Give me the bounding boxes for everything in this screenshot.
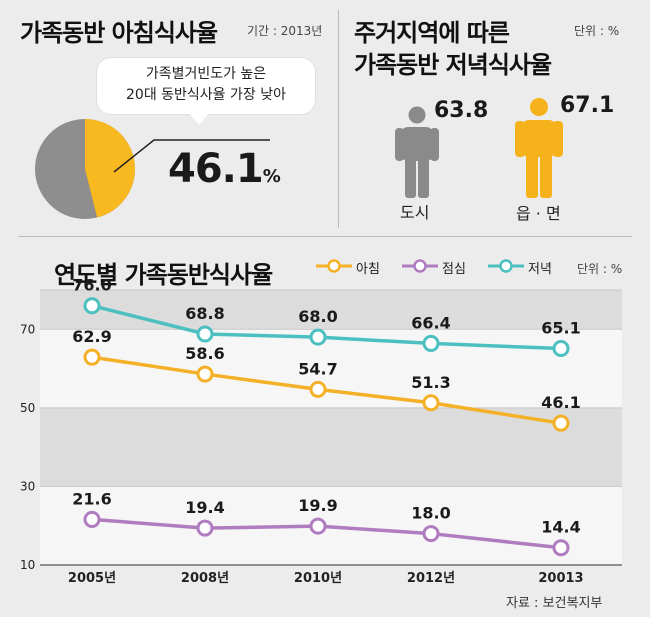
data-label-breakfast: 62.9: [72, 327, 111, 346]
section-divider: [18, 236, 632, 237]
panel-divider-vertical: [338, 10, 339, 228]
dinner-title-line-1: 주거지역에 따른: [354, 19, 510, 47]
breakfast-value: 46.1: [168, 146, 264, 192]
data-label-lunch: 14.4: [541, 518, 580, 537]
data-label-dinner: 68.8: [185, 304, 224, 323]
data-label-breakfast: 54.7: [298, 359, 337, 378]
breakfast-period: 기간 : 2013년: [247, 24, 323, 38]
y-tick-label: 70: [20, 322, 35, 336]
breakfast-pie: [35, 119, 135, 219]
dinner-unit: 단위 : %: [574, 24, 620, 38]
legend-marker-lunch: [402, 259, 438, 273]
trend-unit: 단위 : %: [577, 262, 623, 276]
callout-pointer: [188, 112, 210, 125]
data-label-lunch: 19.4: [185, 498, 224, 517]
legend-label-breakfast: 아침: [356, 262, 380, 277]
data-label-lunch: 19.9: [298, 496, 337, 515]
data-label-breakfast: 46.1: [541, 393, 580, 412]
legend-label-lunch: 점심: [442, 262, 466, 277]
data-label-lunch: 21.6: [72, 489, 111, 508]
dinner-title-line-2: 가족동반 저녁식사율: [354, 51, 552, 79]
data-point-dinner: [422, 334, 440, 352]
y-tick-label: 50: [20, 401, 35, 415]
breakfast-value-box: 46.1%: [168, 146, 281, 192]
grid-band: [40, 407, 622, 487]
legend-marker-breakfast: [316, 259, 352, 273]
x-tick-label: 20013: [538, 571, 583, 586]
person-icon-city: [395, 106, 439, 198]
y-tick-label: 30: [20, 479, 35, 493]
data-point-lunch: [309, 517, 327, 535]
breakfast-value-unit: %: [262, 166, 281, 187]
data-label-dinner: 66.4: [411, 313, 450, 332]
callout-line-2: 20대 동반식사율 가장 낮아: [126, 87, 286, 103]
x-tick-label: 2010년: [294, 571, 342, 586]
trend-title: 연도별 가족동반식사율: [54, 261, 273, 289]
trend-legend: 아침 점심 저녁: [316, 256, 556, 277]
grid-band: [40, 290, 622, 330]
city-label: 도시: [400, 203, 430, 222]
person-icon-rural: [515, 98, 563, 198]
pie-leader-line: [113, 139, 270, 173]
data-point-lunch: [196, 519, 214, 537]
data-label-breakfast: 51.3: [411, 373, 450, 392]
rural-label: 읍 · 면: [516, 204, 561, 223]
data-point-breakfast: [422, 394, 440, 412]
data-point-breakfast: [552, 414, 570, 432]
rural-value: 67.1: [560, 93, 615, 118]
data-label-dinner: 65.1: [541, 319, 580, 338]
grid-band: [40, 329, 622, 408]
breakfast-title: 가족동반 아침식사율: [20, 19, 218, 47]
callout-line-1: 가족별거빈도가 높은: [145, 66, 267, 82]
legend-marker-dinner: [488, 259, 524, 273]
data-point-lunch: [422, 525, 440, 543]
source-note: 자료 : 보건복지부: [506, 596, 603, 611]
x-tick-label: 2008년: [181, 571, 229, 586]
y-tick-label: 10: [20, 558, 35, 572]
data-point-dinner: [309, 328, 327, 346]
x-tick-label: 2005년: [68, 571, 116, 586]
data-label-breakfast: 58.6: [185, 344, 224, 363]
data-point-dinner: [83, 297, 101, 315]
data-point-breakfast: [196, 365, 214, 383]
data-point-lunch: [552, 539, 570, 557]
data-point-dinner: [552, 340, 570, 358]
pie-share-slice: [85, 119, 135, 218]
data-point-breakfast: [83, 348, 101, 366]
breakfast-callout: 가족별거빈도가 높은 20대 동반식사율 가장 낮아: [97, 58, 315, 114]
city-value: 63.8: [434, 98, 489, 123]
data-point-breakfast: [309, 380, 327, 398]
data-point-dinner: [196, 325, 214, 343]
data-label-dinner: 68.0: [298, 307, 337, 326]
legend-label-dinner: 저녁: [528, 262, 552, 277]
data-point-lunch: [83, 510, 101, 528]
x-tick-label: 2012년: [407, 571, 455, 586]
data-label-dinner: 76.0: [72, 276, 111, 295]
data-label-lunch: 18.0: [411, 504, 450, 523]
